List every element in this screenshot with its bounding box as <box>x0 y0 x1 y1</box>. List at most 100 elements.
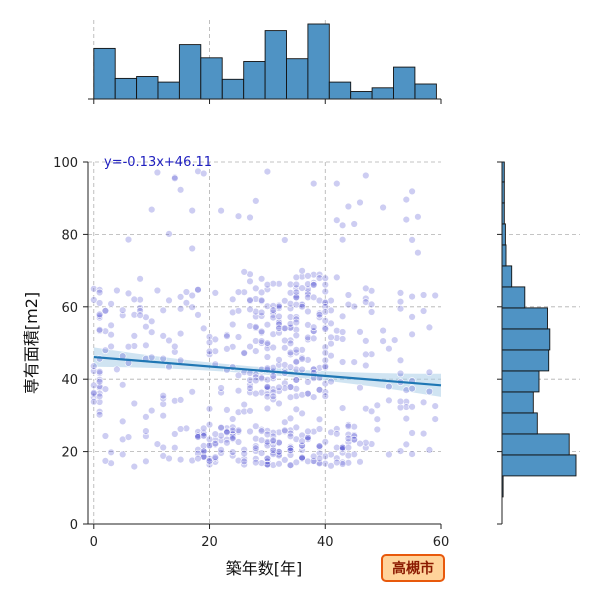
scatter-point <box>211 335 220 344</box>
scatter-point <box>315 313 324 321</box>
scatter-point <box>396 289 405 297</box>
scatter-point <box>130 399 139 408</box>
scatter-point <box>182 424 191 433</box>
scatter-point <box>344 300 353 309</box>
scatter-point <box>275 324 283 332</box>
scatter-point <box>292 346 300 354</box>
scatter-point <box>234 307 243 315</box>
scatter-point <box>257 436 266 444</box>
scatter-point <box>396 403 405 412</box>
scatter-point <box>419 398 428 406</box>
scatter-point <box>252 455 260 463</box>
scatter-point <box>171 342 179 351</box>
scatter-point <box>130 462 139 471</box>
scatter-point <box>107 448 115 456</box>
scatter-point <box>257 288 266 297</box>
scatter-point <box>159 392 167 400</box>
scatter-point <box>286 289 295 297</box>
scatter-point <box>310 327 318 335</box>
scatter-point <box>281 379 289 387</box>
scatter-point <box>234 408 243 416</box>
x-histogram-bar <box>221 78 245 100</box>
scatter-point <box>263 393 272 401</box>
scatter-point <box>263 376 272 384</box>
scatter-point <box>362 444 370 452</box>
scatter-point <box>252 323 260 331</box>
scatter-point <box>408 292 416 301</box>
scatter-point <box>281 361 289 369</box>
scatter-point <box>234 426 243 434</box>
scatter-point <box>327 340 335 348</box>
scatter-point <box>286 336 295 345</box>
scatter-point <box>200 453 208 461</box>
scatter-point <box>379 326 387 335</box>
scatter-point <box>321 379 329 388</box>
scatter-point <box>304 389 312 398</box>
scatter-point <box>304 457 312 465</box>
scatter-point <box>171 348 179 356</box>
scatter-point <box>281 426 289 434</box>
scatter-point <box>367 440 376 448</box>
scatter-point <box>159 332 167 340</box>
scatter-point <box>321 392 329 400</box>
scatter-point <box>257 459 266 467</box>
scatter-point <box>246 322 254 330</box>
y-histogram-bar <box>501 244 507 267</box>
scatter-point <box>95 310 104 319</box>
scatter-point <box>327 296 335 305</box>
scatter-point <box>148 205 156 214</box>
scatter-point <box>338 236 347 244</box>
scatter-point <box>321 274 329 282</box>
scatter-point <box>327 428 335 436</box>
scatter-point <box>292 435 300 443</box>
scatter-point <box>350 220 358 228</box>
scatter-point <box>333 334 341 342</box>
scatter-point <box>419 291 428 299</box>
scatter-point <box>304 378 312 386</box>
scatter-point <box>257 388 266 397</box>
scatter-point <box>408 330 416 338</box>
scatter-point <box>344 459 353 467</box>
scatter-point <box>396 356 405 364</box>
scatter-point <box>124 343 133 351</box>
scatter-point <box>292 280 300 289</box>
x-histogram-bar <box>264 30 287 100</box>
scatter-point <box>286 393 295 401</box>
scatter-point <box>327 306 335 315</box>
scatter-point <box>402 414 410 423</box>
scatter-point <box>304 427 312 436</box>
scatter-point <box>304 272 312 280</box>
scatter-point <box>269 461 277 469</box>
scatter-point <box>275 302 283 311</box>
scatter-point <box>408 236 416 244</box>
y-histogram-bar <box>501 286 526 309</box>
scatter-point <box>205 455 214 463</box>
scatter-point <box>321 325 329 333</box>
scatter-point <box>130 295 139 304</box>
scatter-point <box>338 404 347 412</box>
scatter-point <box>223 332 231 340</box>
x-histogram-bar <box>350 91 373 100</box>
x-axis-label: 築年数[年] <box>226 559 303 578</box>
scatter-point <box>362 350 370 359</box>
scatter-point <box>223 345 231 353</box>
scatter-point <box>130 311 139 319</box>
scatter-point <box>246 388 254 397</box>
scatter-point <box>344 291 353 299</box>
scatter-point <box>136 275 144 283</box>
scatter-point <box>333 454 341 462</box>
scatter-point <box>396 298 405 306</box>
scatter-point <box>246 376 254 384</box>
scatter-point <box>414 213 422 221</box>
scatter-point <box>142 323 150 331</box>
scatter-point <box>257 449 266 457</box>
y-marginal-histogram <box>497 161 580 525</box>
scatter-point <box>304 434 312 442</box>
x-histogram-bar <box>414 83 437 100</box>
scatter-point <box>275 304 283 312</box>
scatter-point <box>321 298 329 307</box>
scatter-point <box>159 306 167 314</box>
scatter-point <box>200 169 208 178</box>
scatter-point <box>350 450 358 458</box>
scatter-point <box>321 281 329 289</box>
